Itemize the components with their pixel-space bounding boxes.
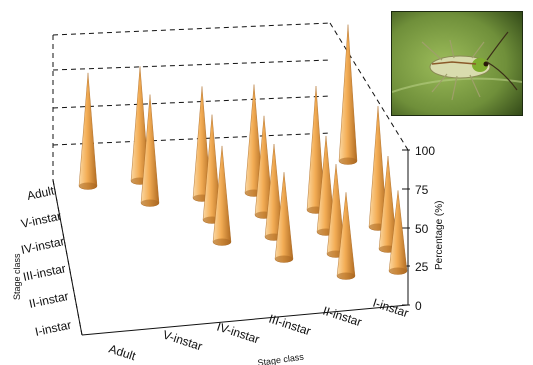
z-axis-ticks [402,149,410,306]
z-tick-label: 100 [415,144,435,158]
y-tick-label: I-instar [34,318,73,339]
z-tick-label: 25 [415,260,429,274]
cone-base [389,267,407,275]
y-tick-label: III-instar [22,261,67,284]
y-tick-label: IV-instar [20,234,66,257]
y-tick-label: II-instar [28,289,70,311]
z-tick-label: 0 [415,299,422,313]
x-tick-label: IV-instar [215,320,261,347]
y-tick-label: Adult [26,183,56,203]
z-tick-labels: 0 25 50 75 100 [415,144,435,313]
x-tick-label: I-instar [371,296,410,321]
insect-icon [421,31,518,101]
cone-base [339,157,357,165]
axis-box [52,22,409,336]
z-axis-label: Percentage (%) [434,201,445,270]
x-tick-label: V-instar [161,328,204,354]
cone-base [275,255,293,263]
x-axis-label: Stage class [257,352,305,365]
cone-base [79,182,97,190]
x-tick-label: Adult [107,342,138,364]
z-tick-label: 50 [415,222,429,236]
cone-base [337,272,355,280]
box-edge [52,22,331,36]
y-axis-line [52,179,83,336]
x-tick-label: II-instar [321,304,363,330]
z-tick-label: 75 [415,183,429,197]
grid-line [52,132,331,146]
insect-photo [391,11,523,116]
grid-line [52,95,331,109]
grid-line [52,59,331,71]
y-tick-label: V-instar [20,209,63,231]
x-tick-labels: Adult V-instar IV-instar III-instar II-i… [107,296,410,364]
y-axis-label: Stage class [12,253,22,300]
cone-marks [78,24,408,280]
box-edge [329,22,409,151]
y-tick-labels: Adult V-instar IV-instar III-instar II-i… [20,183,73,339]
box-edge [81,304,409,336]
leaf-vein [392,77,522,93]
cone-mark [338,24,358,165]
cone-mark [78,72,98,190]
cone-base [213,238,231,246]
cone-base [141,199,159,207]
